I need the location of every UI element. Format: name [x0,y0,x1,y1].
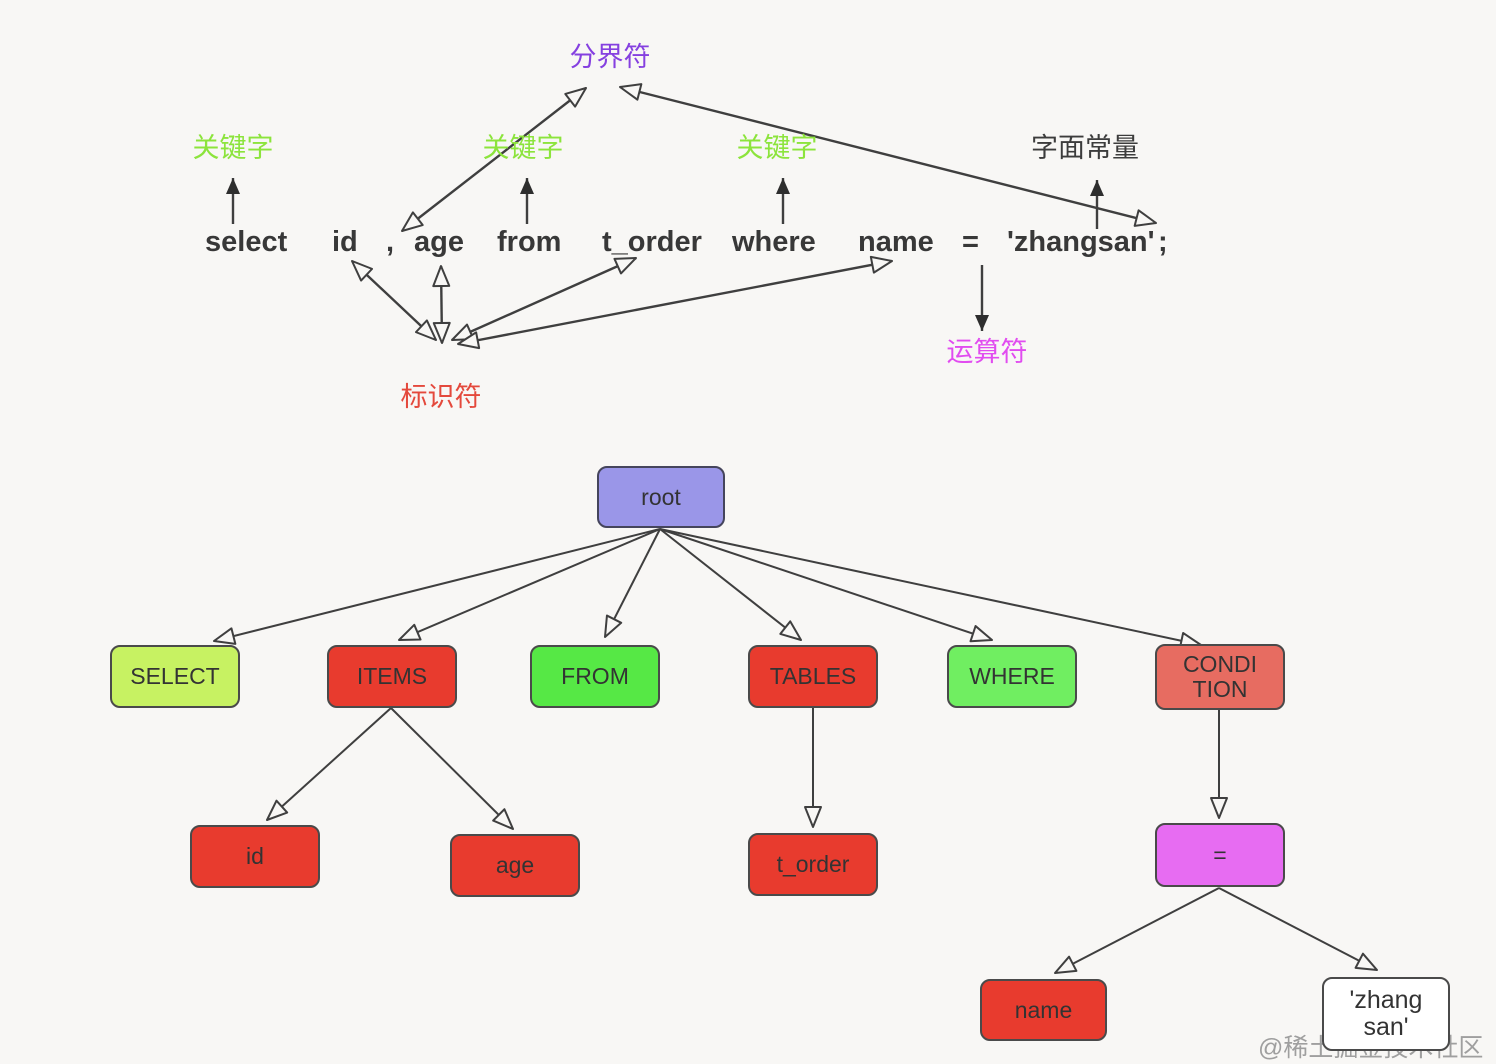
tree-node-equals: = [1155,823,1285,887]
sql-token-name: name [858,226,934,258]
identifier-label: 标识符 [400,382,482,412]
edge-root-tables [659,528,802,641]
edge-root-from [604,528,661,638]
keyword-label-where: 关键字 [736,133,818,163]
tree-node-condition: CONDITION [1155,644,1285,710]
keyword-label-select: 关键字 [192,133,274,163]
edge-items-age [390,707,514,830]
tree-edges [213,528,1378,974]
sql-token-where: where [732,226,816,258]
sql-token-from: from [497,226,562,258]
tree-node-zhangsan-literal: 'zhang san' [1322,977,1450,1051]
sql-token-equals: = [962,226,979,258]
arrow-comma-delimiter [401,87,587,232]
tree-node-id: id [190,825,320,888]
tree-node-age: age [450,834,580,897]
sql-token-semicolon: ; [1158,226,1168,258]
lexical-arrows [226,83,1157,350]
tree-node-where: WHERE [947,645,1077,708]
tree-node-name: name [980,979,1107,1041]
tree-node-tables: TABLES [748,645,878,708]
edge-items-id [266,707,392,821]
edge-eq-name [1054,887,1220,974]
arrow-age-identifier [432,265,451,344]
arrow-semicolon-delimiter [619,83,1157,227]
tree-node-from: FROM [530,645,660,708]
arrow-name-identifier [457,255,893,350]
tree-node-torder: t_order [748,833,878,896]
sql-token-torder: t_order [602,226,702,258]
sql-token-zhangsan: 'zhangsan' [1007,226,1155,258]
tree-node-select: SELECT [110,645,240,708]
edge-root-where [659,528,993,643]
delimiter-label: 分界符 [569,42,651,72]
keyword-label-from: 关键字 [482,133,564,163]
sql-token-age: age [414,226,464,258]
arrow-id-identifier [351,260,437,341]
tree-node-items: ITEMS [327,645,457,708]
sql-token-select: select [205,226,288,258]
edge-eq-literal [1218,887,1378,971]
operator-label: 运算符 [946,337,1028,367]
tree-node-root: root [597,466,725,528]
edge-root-items [398,528,661,641]
sql-token-comma: , [386,226,395,258]
literal-constant-label: 字面常量 [1031,133,1139,163]
edge-root-select [213,528,661,645]
sql-token-id: id [332,226,358,258]
edge-root-condition [659,528,1202,650]
